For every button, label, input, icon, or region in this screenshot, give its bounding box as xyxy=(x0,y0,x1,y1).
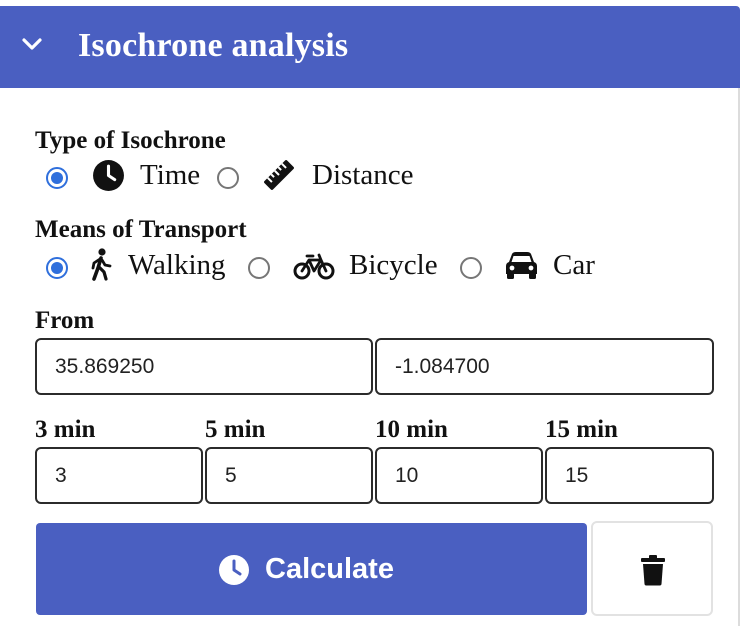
calculate-button[interactable]: Calculate xyxy=(36,523,587,615)
interval-15-label: 15 min xyxy=(545,416,618,443)
radio-walking[interactable] xyxy=(46,257,68,279)
radio-car[interactable] xyxy=(460,257,482,279)
clock-icon xyxy=(219,555,249,585)
option-time-label: Time xyxy=(140,159,201,191)
interval-3-label: 3 min xyxy=(35,416,96,443)
radio-bicycle[interactable] xyxy=(248,257,270,279)
clock-icon xyxy=(93,160,124,191)
radio-distance[interactable] xyxy=(217,167,239,189)
interval-10-label: 10 min xyxy=(375,416,448,443)
option-walking-label: Walking xyxy=(128,249,226,281)
panel-header[interactable]: Isochrone analysis xyxy=(0,6,740,88)
transport-label: Means of Transport xyxy=(35,216,247,243)
interval-5-label: 5 min xyxy=(205,416,266,443)
panel-title: Isochrone analysis xyxy=(78,27,349,64)
delete-button[interactable] xyxy=(591,521,713,616)
radio-time[interactable] xyxy=(46,167,68,189)
option-distance-label: Distance xyxy=(312,159,414,191)
latitude-input[interactable] xyxy=(35,338,373,395)
interval-15-input[interactable] xyxy=(545,447,714,504)
car-icon xyxy=(506,252,537,279)
interval-5-input[interactable] xyxy=(205,447,373,504)
isochrone-type-label: Type of Isochrone xyxy=(35,127,226,154)
from-label: From xyxy=(35,307,95,334)
walking-icon xyxy=(91,248,112,281)
longitude-input[interactable] xyxy=(375,338,714,395)
calculate-label: Calculate xyxy=(265,553,394,585)
interval-3-input[interactable] xyxy=(35,447,203,504)
panel-border xyxy=(738,88,740,626)
ruler-icon xyxy=(264,160,294,190)
bicycle-icon xyxy=(293,253,335,280)
option-bicycle-label: Bicycle xyxy=(349,249,438,281)
interval-10-input[interactable] xyxy=(375,447,543,504)
trash-icon xyxy=(641,555,665,586)
chevron-down-icon[interactable] xyxy=(18,30,46,58)
option-car-label: Car xyxy=(553,249,595,281)
